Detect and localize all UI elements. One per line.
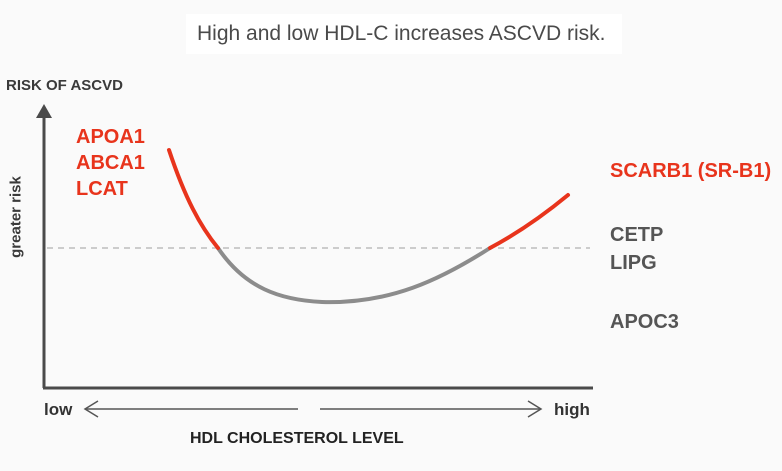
gene-label-lipg: LIPG xyxy=(610,252,657,274)
gene-label-apoc3: APOC3 xyxy=(610,311,679,333)
title-background xyxy=(186,14,622,54)
gene-label-apoa1: APOA1 xyxy=(76,126,145,148)
diagram-title: High and low HDL-C increases ASCVD risk. xyxy=(197,22,606,45)
high-arrow-head xyxy=(527,400,543,418)
y-axis-arrowhead xyxy=(36,104,52,118)
risk-curve-low-hdl-segment xyxy=(167,148,220,250)
risk-curve-high-hdl-segment xyxy=(488,193,570,250)
low-arrow-head xyxy=(83,400,99,418)
risk-curve-baseline-segment xyxy=(216,246,492,305)
y-axis-side-label: greater risk xyxy=(7,176,25,258)
gene-label-cetp: CETP xyxy=(610,224,664,246)
x-axis-title: HDL CHOLESTEROL LEVEL xyxy=(190,430,404,447)
gene-label-scarb1: SCARB1 (SR-B1) xyxy=(610,160,772,182)
y-axis-title: RISK OF ASCVD xyxy=(6,77,123,94)
x-axis-high-label: high xyxy=(554,400,590,419)
x-axis-low-label: low xyxy=(44,400,73,419)
gene-label-abca1: ABCA1 xyxy=(76,152,145,174)
gene-label-lcat: LCAT xyxy=(76,178,128,200)
